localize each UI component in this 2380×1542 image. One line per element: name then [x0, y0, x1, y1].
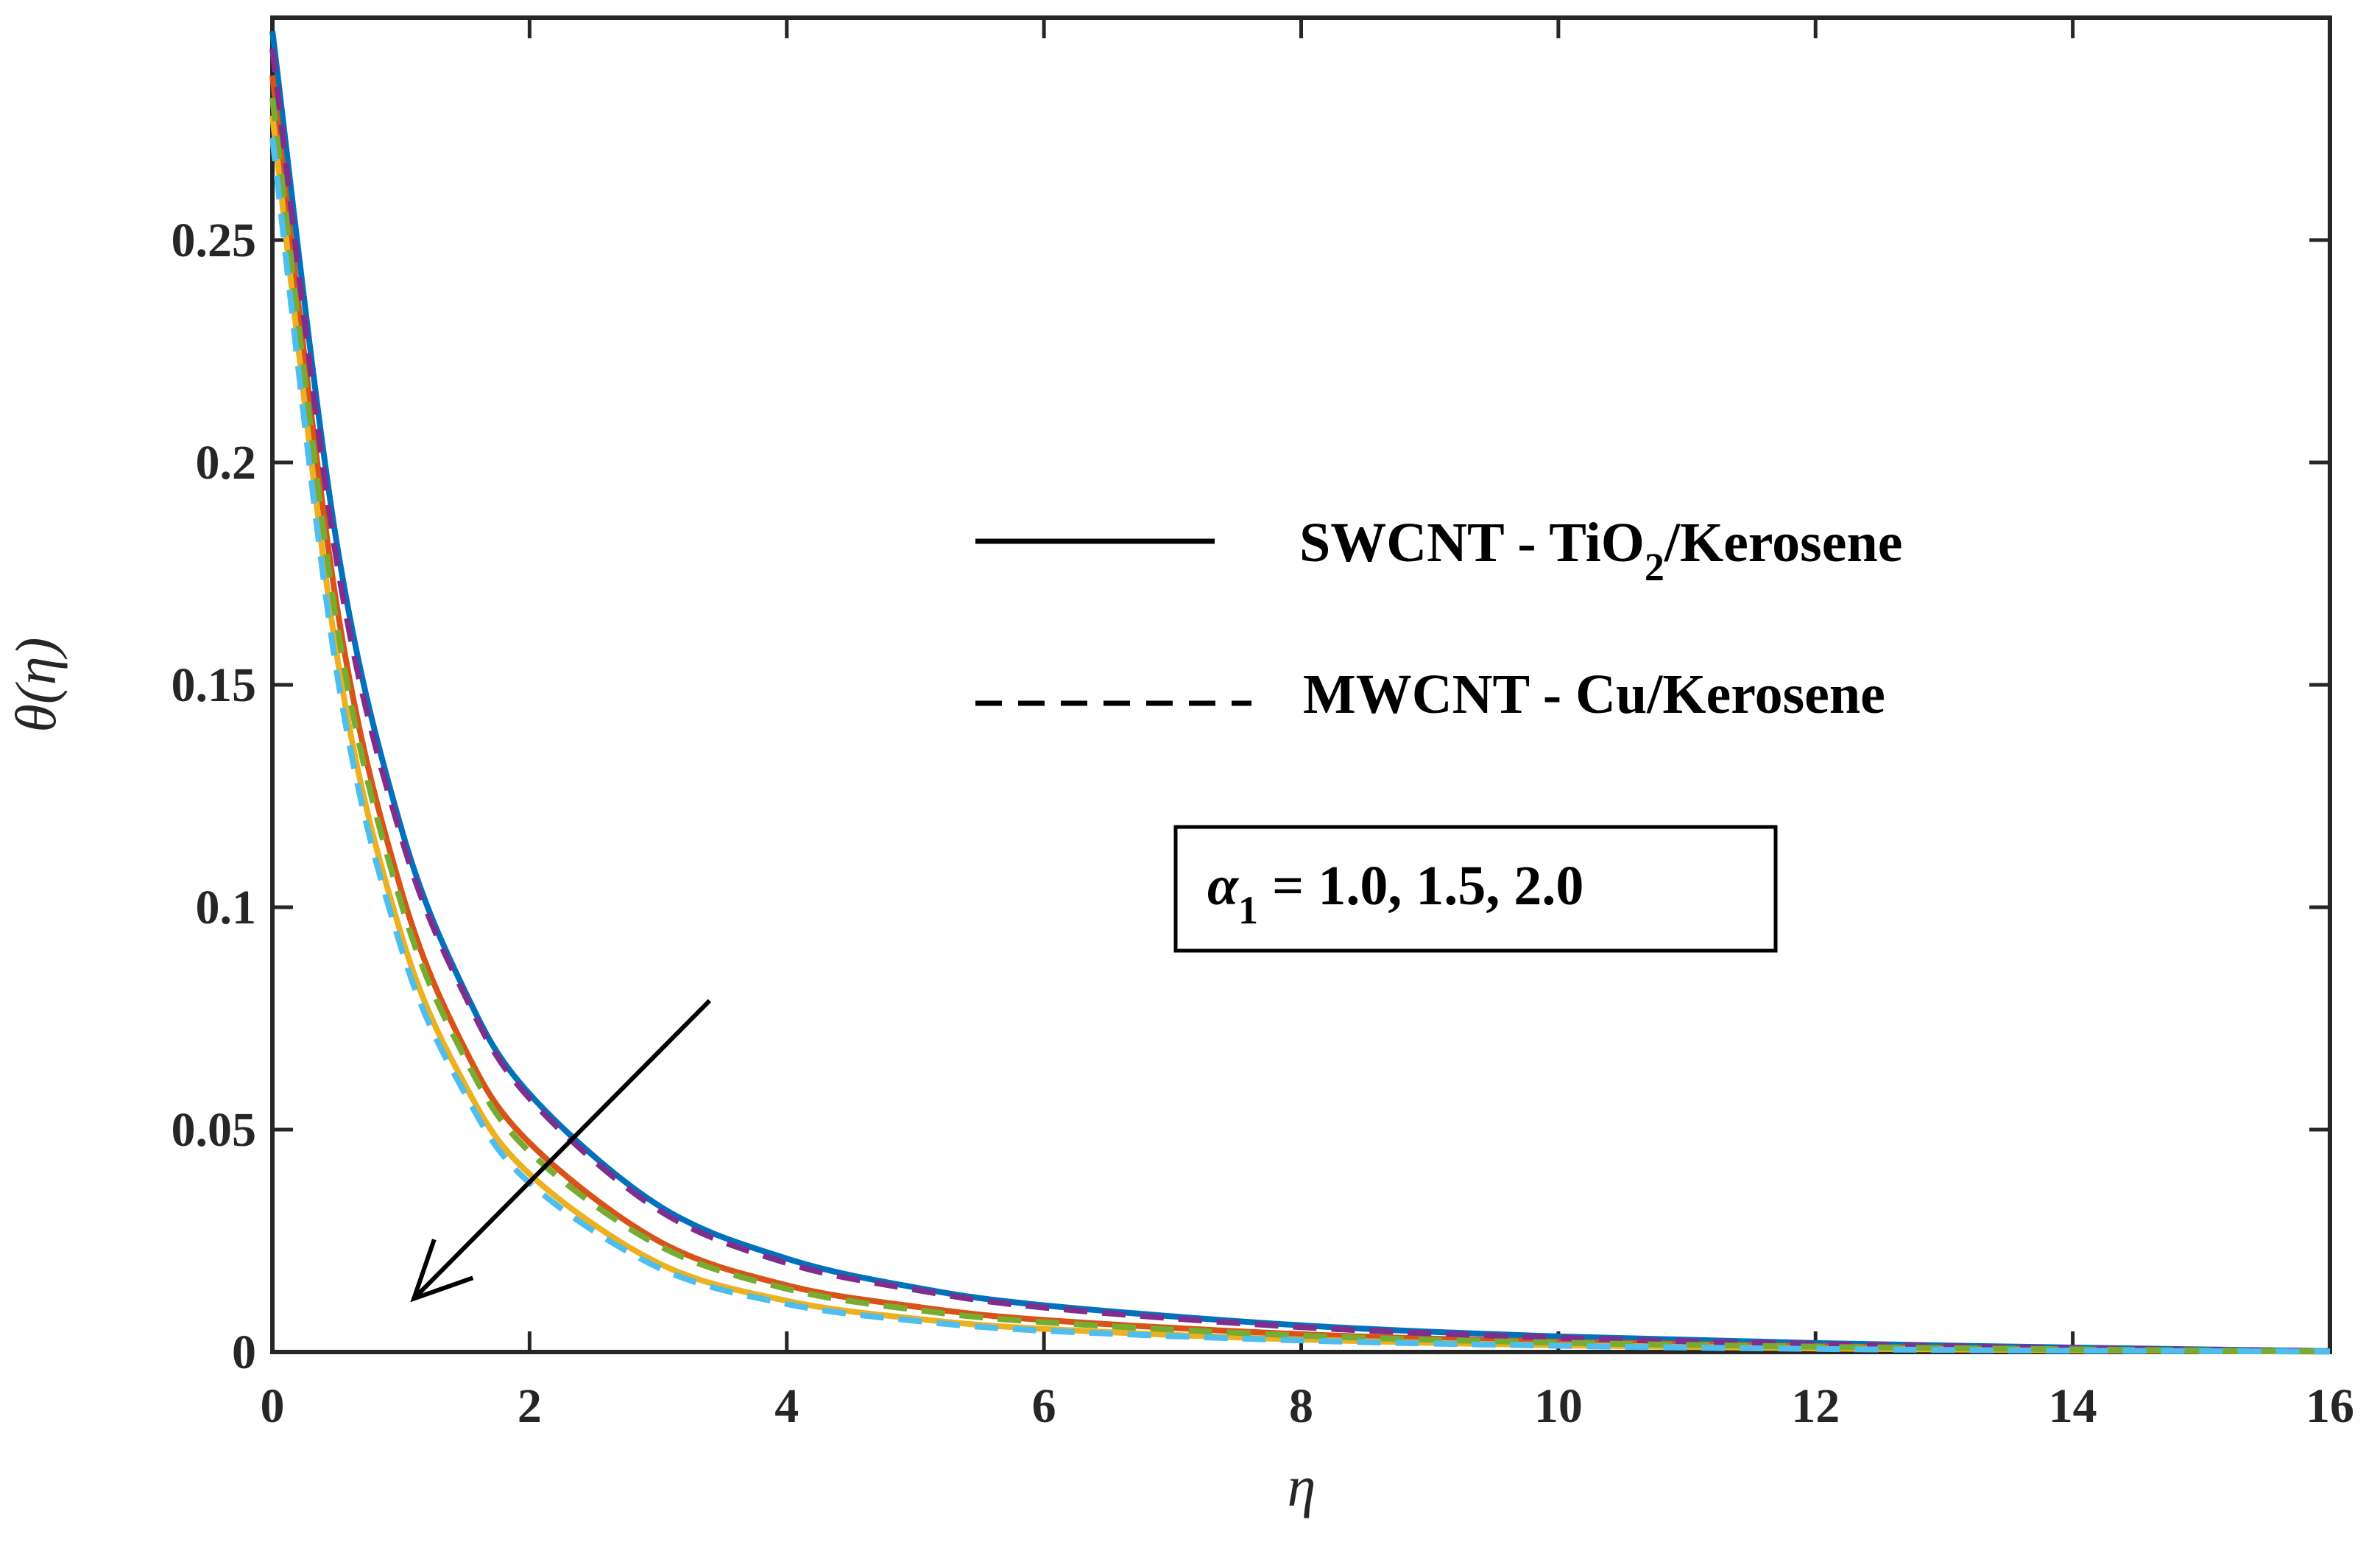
series-line-4 [269, 48, 2331, 1354]
x-tick-label: 14 [2049, 1379, 2097, 1433]
y-tick-label: 0.25 [172, 214, 257, 267]
y-tick-labels: 0 0.05 0.1 0.15 0.2 0.25 [172, 214, 257, 1379]
series-line-5 [269, 97, 2331, 1355]
arrow-shaft [412, 999, 712, 1300]
x-tick-label: 6 [1032, 1379, 1056, 1433]
x-tick-labels: 0 2 4 6 8 10 12 14 16 [261, 1379, 2355, 1433]
legend: SWCNT - TiO2/Kerosene MWCNT - Cu/Kerosen… [975, 512, 1902, 725]
x-tick-label: 10 [1534, 1379, 1583, 1433]
y-tick-label: 0.2 [196, 436, 257, 490]
series-line-1 [269, 30, 2331, 1354]
y-axis-label: θ(η) [4, 638, 68, 733]
x-tick-label: 8 [1289, 1379, 1313, 1433]
legend-label-swcnt-rest: /Kerosene [1664, 512, 1903, 574]
x-tick-label: 16 [2306, 1379, 2354, 1433]
annotation-symbol: α [1207, 855, 1240, 917]
annotation-subscript: 1 [1238, 888, 1258, 932]
plot-area [270, 15, 2332, 1354]
legend-label-swcnt-sub: 2 [1645, 545, 1664, 589]
x-tick-label: 12 [1791, 1379, 1840, 1433]
x-axis-label: η [1288, 1454, 1316, 1518]
x-tick-label: 2 [518, 1379, 542, 1433]
legend-label-mwcnt: MWCNT - Cu/Kerosene [1303, 663, 1885, 725]
annotation-box [1173, 825, 1778, 953]
annotation-text: α1 = 1.0, 1.5, 2.0 [1207, 855, 1583, 932]
series-line-6 [269, 137, 2331, 1355]
x-tick-label: 4 [774, 1379, 799, 1433]
parameter-annotation: α1 = 1.0, 1.5, 2.0 [1173, 825, 1778, 953]
legend-label-swcnt: SWCNT - TiO2/Kerosene [1299, 512, 1902, 589]
y-tick-label: 0.1 [196, 881, 257, 934]
series-lines [269, 30, 2331, 1355]
y-tick-label: 0 [232, 1326, 256, 1379]
x-tick-label: 0 [261, 1379, 285, 1433]
trend-arrow [410, 999, 712, 1303]
y-tick-label: 0.15 [172, 658, 257, 712]
arrow-head [410, 1239, 474, 1303]
annotation-values: = 1.0, 1.5, 2.0 [1258, 855, 1583, 917]
legend-label-swcnt-main: SWCNT - TiO [1299, 512, 1645, 574]
y-tick-label: 0.05 [172, 1103, 257, 1157]
